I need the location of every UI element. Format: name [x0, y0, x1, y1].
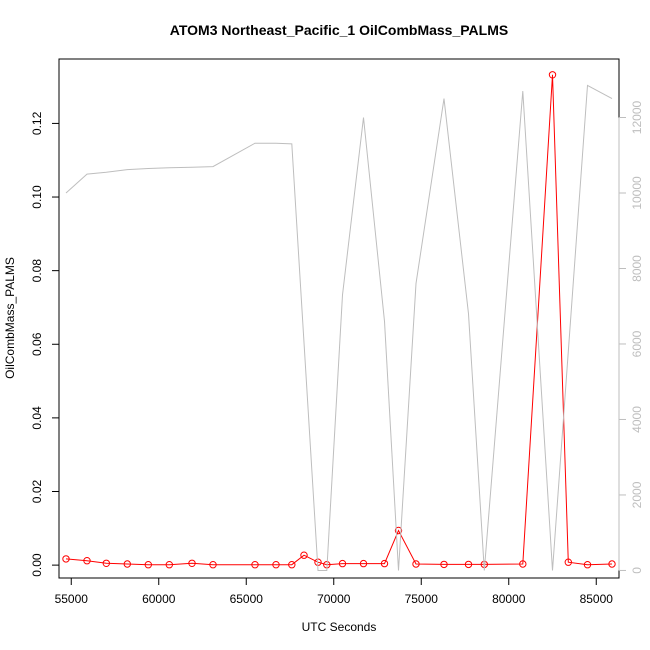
data-point: [288, 561, 296, 569]
x-axis-label: UTC Seconds: [302, 620, 377, 634]
y-axis: 0.00 0.02 0.04 0.06 0.08 0.10 0.12: [30, 111, 59, 577]
data-point: [209, 561, 217, 569]
data-point: [440, 560, 448, 569]
data-point: [62, 555, 70, 563]
y-tick-label: 0.02: [30, 479, 44, 503]
data-point: [123, 560, 132, 568]
data-point: [519, 560, 527, 568]
y2-tick-label: 4000: [630, 406, 644, 433]
data-point: [338, 559, 347, 568]
data-point: [272, 561, 280, 569]
data-point: [102, 559, 111, 567]
x-tick-label: 85000: [580, 592, 614, 606]
x-tick-label: 60000: [142, 592, 176, 606]
y2-tick-label: 6000: [630, 330, 644, 357]
y2-axis: 0 2000 4000 6000 8000 10000 12000: [618, 100, 644, 574]
x-tick-label: 70000: [317, 592, 351, 606]
data-point: [412, 560, 420, 568]
series-layer: [62, 71, 616, 571]
y2-tick-label: 2000: [630, 481, 644, 508]
data-point: [608, 560, 616, 568]
y-tick-label: 0.08: [30, 259, 44, 283]
y2-tick-label: 12000: [630, 100, 644, 134]
y2-tick-label: 10000: [630, 176, 644, 210]
y-tick-label: 0.12: [30, 111, 44, 135]
y-tick-label: 0.10: [30, 185, 44, 209]
y-tick-label: 0.00: [30, 553, 44, 577]
x-tick-label: 80000: [492, 592, 526, 606]
data-point: [464, 560, 473, 569]
data-point: [188, 559, 196, 567]
y-tick-label: 0.04: [30, 406, 44, 430]
series-line-0: [65, 74, 613, 566]
data-point: [359, 559, 368, 568]
y-axis-label: OilCombMass_PALMS: [3, 257, 17, 379]
plot-frame: [58, 58, 620, 579]
data-point: [251, 561, 259, 569]
data-point: [144, 561, 153, 569]
series-line-1: [65, 84, 613, 571]
x-tick-label: 65000: [230, 592, 264, 606]
y2-tick-label: 8000: [630, 255, 644, 282]
data-point: [583, 561, 592, 569]
data-point: [83, 557, 91, 565]
x-axis: 55000 60000 65000 70000 75000 80000 85000: [55, 577, 614, 606]
data-point: [300, 551, 308, 559]
y-tick-label: 0.06: [30, 332, 44, 356]
x-tick-label: 55000: [55, 592, 89, 606]
data-point: [380, 559, 389, 568]
x-tick-label: 75000: [405, 592, 439, 606]
data-point: [548, 71, 557, 79]
data-point: [394, 526, 403, 535]
data-point: [564, 558, 572, 566]
data-point: [165, 561, 174, 569]
y2-tick-label: 0: [630, 567, 644, 574]
chart-title: ATOM3 Northeast_Pacific_1 OilCombMass_PA…: [170, 22, 508, 38]
